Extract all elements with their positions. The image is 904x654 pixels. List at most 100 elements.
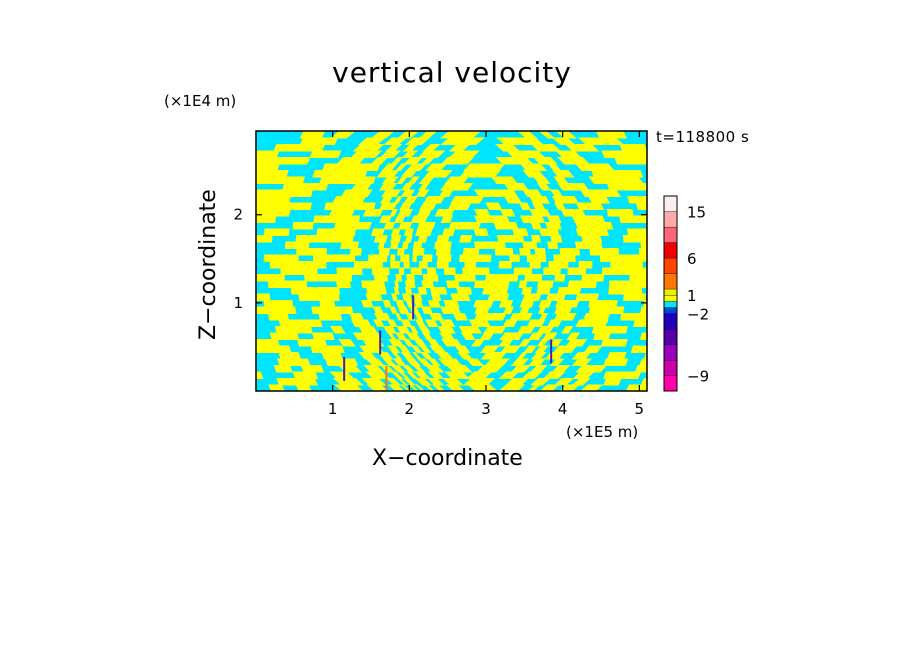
- updraft-band: [359, 345, 384, 353]
- updraft-band: [338, 339, 356, 347]
- updraft-band: [565, 339, 588, 347]
- updraft-band: [391, 228, 401, 236]
- updraft-band: [401, 241, 409, 249]
- updraft-band: [441, 339, 463, 347]
- updraft-band: [382, 358, 397, 366]
- x-tick-label: 2: [405, 400, 415, 418]
- updraft-band: [654, 138, 692, 146]
- updraft-band: [557, 157, 590, 165]
- updraft-band: [487, 293, 510, 301]
- updraft-band: [350, 150, 383, 158]
- updraft-band: [547, 163, 562, 171]
- updraft-band: [417, 287, 428, 295]
- updraft-band: [273, 144, 326, 152]
- updraft-band: [518, 280, 528, 288]
- updraft-band: [591, 170, 644, 178]
- updraft-band: [555, 150, 582, 158]
- updraft-band: [459, 170, 501, 178]
- updraft-band: [522, 170, 545, 178]
- updraft-band: [399, 202, 413, 210]
- updraft-band: [510, 358, 529, 366]
- updraft-band: [509, 313, 533, 321]
- updraft-band: [365, 371, 391, 379]
- updraft-band: [352, 144, 385, 152]
- updraft-band: [299, 137, 339, 145]
- updraft-band: [400, 352, 415, 360]
- updraft-band: [503, 306, 514, 314]
- updraft-band: [295, 235, 354, 243]
- updraft-band: [448, 150, 480, 158]
- updraft-band: [530, 144, 562, 152]
- updraft-band: [418, 183, 430, 191]
- updraft-band: [436, 235, 450, 243]
- updraft-band: [532, 202, 546, 210]
- colorbar-segment: [664, 301, 677, 308]
- updraft-band: [393, 287, 400, 295]
- updraft-band: [304, 274, 353, 282]
- updraft-band: [390, 235, 402, 243]
- updraft-band: [263, 254, 299, 262]
- updraft-band: [466, 371, 493, 379]
- colorbar-segment: [664, 211, 677, 227]
- updraft-band: [423, 196, 446, 204]
- updraft-band: [432, 384, 446, 391]
- updraft-band: [456, 287, 473, 295]
- updraft-band: [479, 345, 500, 353]
- updraft-band: [550, 235, 563, 243]
- updraft-band: [398, 267, 405, 275]
- updraft-band: [400, 254, 410, 262]
- updraft-band: [414, 371, 432, 379]
- updraft-band: [389, 306, 398, 314]
- updraft-band: [436, 352, 454, 360]
- updraft-band: [619, 215, 647, 223]
- updraft-band: [601, 339, 628, 347]
- updraft-band: [415, 228, 433, 236]
- updraft-band: [553, 313, 577, 321]
- updraft-band: [365, 287, 388, 295]
- updraft-band: [553, 176, 569, 184]
- updraft-band: [422, 254, 433, 262]
- updraft-band: [377, 352, 394, 360]
- updraft-band: [411, 345, 423, 353]
- y-axis-unit: (×1E4 m): [164, 92, 237, 110]
- updraft-band: [361, 378, 387, 386]
- updraft-band: [381, 163, 398, 171]
- updraft-band: [358, 352, 377, 360]
- axes: 1 2 3 4 5 1 2: [233, 131, 647, 418]
- velocity-field: [256, 131, 692, 391]
- updraft-band: [284, 241, 310, 249]
- updraft-band: [634, 365, 647, 373]
- x-tick-label: 4: [558, 400, 568, 418]
- updraft-band: [582, 313, 611, 321]
- updraft-band: [256, 157, 311, 165]
- updraft-band: [397, 306, 410, 314]
- updraft-band: [373, 274, 388, 282]
- colorbar-segment: [664, 360, 677, 376]
- updraft-band: [557, 287, 582, 295]
- updraft-band: [567, 267, 587, 275]
- updraft-band: [397, 131, 420, 139]
- updraft-band: [394, 280, 399, 288]
- updraft-band: [603, 371, 642, 379]
- updraft-band: [400, 170, 418, 178]
- colorbar-segment: [664, 242, 677, 258]
- updraft-band: [321, 352, 343, 360]
- updraft-band: [352, 332, 383, 340]
- updraft-band: [509, 254, 520, 262]
- updraft-band: [623, 293, 647, 301]
- updraft-band: [398, 371, 410, 379]
- updraft-band: [539, 228, 560, 236]
- updraft-band: [625, 384, 647, 391]
- updraft-band: [575, 293, 600, 301]
- updraft-band: [566, 332, 581, 340]
- updraft-band: [519, 248, 531, 256]
- updraft-band: [419, 345, 432, 353]
- updraft-band: [523, 345, 538, 353]
- updraft-band: [447, 202, 472, 210]
- updraft-band: [528, 384, 541, 391]
- updraft-band: [603, 358, 629, 366]
- updraft-band: [483, 326, 507, 334]
- updraft-band: [656, 170, 686, 178]
- updraft-band: [414, 313, 424, 321]
- updraft-band: [476, 365, 504, 373]
